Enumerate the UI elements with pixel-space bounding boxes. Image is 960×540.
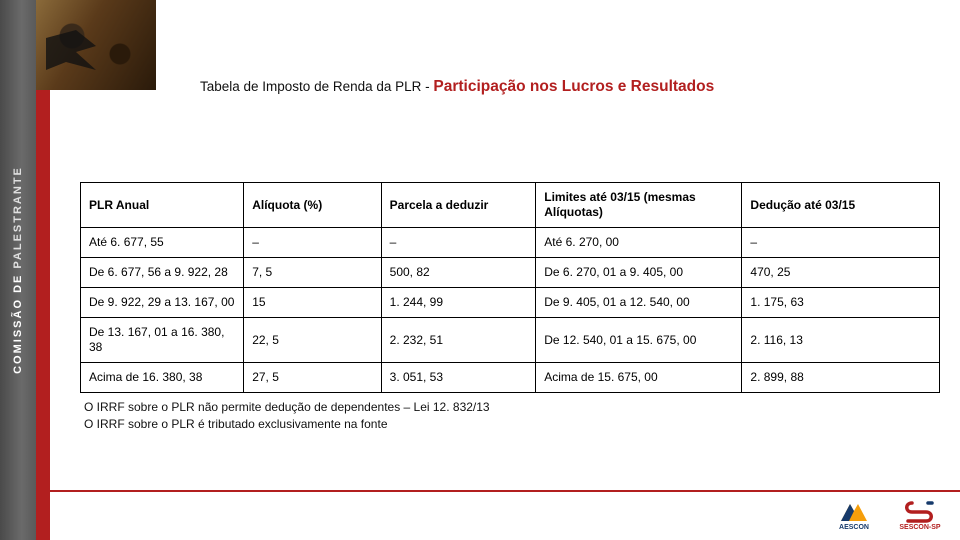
table-row: De 6. 677, 56 a 9. 922, 287, 5500, 82De … xyxy=(81,258,940,288)
table-cell: 15 xyxy=(244,288,381,318)
table-cell: 1. 244, 99 xyxy=(381,288,536,318)
table-cell: 2. 232, 51 xyxy=(381,318,536,363)
table-cell: De 12. 540, 01 a 15. 675, 00 xyxy=(536,318,742,363)
table-row: Até 6. 677, 55––Até 6. 270, 00– xyxy=(81,228,940,258)
logo-aescon: AESCON xyxy=(828,498,880,534)
table-cell: De 6. 677, 56 a 9. 922, 28 xyxy=(81,258,244,288)
sidebar-label: COMISSÃO DE PALESTRANTE xyxy=(12,166,24,374)
table-cell: De 9. 405, 01 a 12. 540, 00 xyxy=(536,288,742,318)
col-limites: Limites até 03/15 (mesmas Alíquotas) xyxy=(536,183,742,228)
accent-strip xyxy=(36,90,50,540)
sescon-icon xyxy=(902,501,938,523)
table-cell: Até 6. 677, 55 xyxy=(81,228,244,258)
sidebar-label-prefix: COMISSÃO DE xyxy=(12,269,24,374)
title-prefix: Tabela de Imposto de Renda da PLR - xyxy=(200,79,433,94)
table-cell: Acima de 16. 380, 38 xyxy=(81,363,244,393)
footer-logos: AESCON SESCON-SP xyxy=(828,498,946,534)
title-highlight: Participação nos Lucros e Resultados xyxy=(433,78,714,95)
table-cell: 2. 899, 88 xyxy=(742,363,940,393)
table-row: Acima de 16. 380, 3827, 53. 051, 53Acima… xyxy=(81,363,940,393)
col-aliquota: Alíquota (%) xyxy=(244,183,381,228)
footnote-line: O IRRF sobre o PLR é tributado exclusiva… xyxy=(84,416,940,433)
tax-table: PLR Anual Alíquota (%) Parcela a deduzir… xyxy=(80,182,940,393)
table-row: De 9. 922, 29 a 13. 167, 00151. 244, 99D… xyxy=(81,288,940,318)
sidebar-label-highlight: PALESTRANTE xyxy=(12,166,24,268)
table-cell: De 6. 270, 01 a 9. 405, 00 xyxy=(536,258,742,288)
table-cell: De 13. 167, 01 a 16. 380, 38 xyxy=(81,318,244,363)
table-cell: – xyxy=(244,228,381,258)
table-row: De 13. 167, 01 a 16. 380, 3822, 52. 232,… xyxy=(81,318,940,363)
logo-aescon-label: AESCON xyxy=(839,524,869,531)
table-cell: 2. 116, 13 xyxy=(742,318,940,363)
slide-title: Tabela de Imposto de Renda da PLR - Part… xyxy=(200,78,940,96)
table-cell: – xyxy=(742,228,940,258)
table-cell: 470, 25 xyxy=(742,258,940,288)
table-cell: 7, 5 xyxy=(244,258,381,288)
col-parcela: Parcela a deduzir xyxy=(381,183,536,228)
table-cell: 500, 82 xyxy=(381,258,536,288)
table-cell: 1. 175, 63 xyxy=(742,288,940,318)
table-cell: 27, 5 xyxy=(244,363,381,393)
table-cell: 22, 5 xyxy=(244,318,381,363)
tax-table-container: PLR Anual Alíquota (%) Parcela a deduzir… xyxy=(80,182,940,393)
aescon-icon xyxy=(837,501,871,523)
slide-content: Tabela de Imposto de Renda da PLR - Part… xyxy=(60,0,950,540)
footnotes: O IRRF sobre o PLR não permite dedução d… xyxy=(80,399,940,433)
table-header-row: PLR Anual Alíquota (%) Parcela a deduzir… xyxy=(81,183,940,228)
table-body: Até 6. 677, 55––Até 6. 270, 00–De 6. 677… xyxy=(81,228,940,393)
sidebar: COMISSÃO DE PALESTRANTE xyxy=(0,0,36,540)
table-cell: – xyxy=(381,228,536,258)
table-cell: De 9. 922, 29 a 13. 167, 00 xyxy=(81,288,244,318)
table-cell: Acima de 15. 675, 00 xyxy=(536,363,742,393)
col-plr-anual: PLR Anual xyxy=(81,183,244,228)
col-deducao: Dedução até 03/15 xyxy=(742,183,940,228)
footer-divider xyxy=(36,490,960,492)
logo-sescon-label: SESCON-SP xyxy=(899,524,940,531)
logo-sescon: SESCON-SP xyxy=(894,498,946,534)
table-cell: Até 6. 270, 00 xyxy=(536,228,742,258)
table-cell: 3. 051, 53 xyxy=(381,363,536,393)
footnote-line: O IRRF sobre o PLR não permite dedução d… xyxy=(84,399,940,416)
